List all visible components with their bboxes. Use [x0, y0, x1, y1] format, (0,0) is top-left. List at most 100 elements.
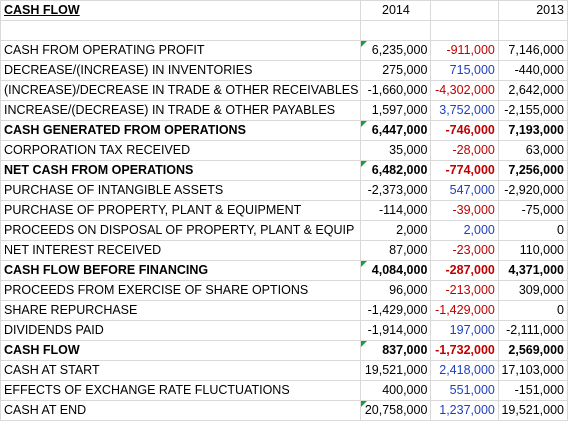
value-2013-cell[interactable]: 7,193,000	[497, 120, 568, 141]
empty-header-cell[interactable]	[430, 0, 499, 21]
row-label[interactable]: PURCHASE OF PROPERTY, PLANT & EQUIPMENT	[0, 200, 362, 221]
value-2014-cell[interactable]: 20,758,000	[360, 400, 432, 421]
row-label[interactable]: CASH AT END	[0, 400, 362, 421]
difference-cell[interactable]: 1,237,000	[430, 400, 499, 421]
table-row: DIVIDENDS PAID -1,914,000 197,000 -2,111,00…	[0, 320, 568, 341]
row-label[interactable]: NET CASH FROM OPERATIONS	[0, 160, 362, 181]
row-label[interactable]: CASH AT START	[0, 360, 362, 381]
value-2014-cell[interactable]: 400,000	[360, 380, 432, 401]
table-row: (INCREASE)/DECREASE IN TRADE & OTHER REC…	[0, 80, 568, 101]
row-label[interactable]: DECREASE/(INCREASE) IN INVENTORIES	[0, 60, 362, 81]
value-2013-cell[interactable]: 7,256,000	[497, 160, 568, 181]
value-2014-cell[interactable]: 2,000	[360, 220, 432, 241]
row-label[interactable]: PROCEEDS FROM EXERCISE OF SHARE OPTIONS	[0, 280, 362, 301]
value-2013-cell[interactable]: 2,569,000	[497, 340, 568, 361]
value-2013-cell[interactable]: 17,103,000	[497, 360, 568, 381]
row-label[interactable]: CASH FLOW	[0, 340, 362, 361]
value-2014-cell[interactable]: 275,000	[360, 60, 432, 81]
value-2013-cell[interactable]: 0	[497, 220, 568, 241]
value-2013-cell[interactable]: -2,111,000	[497, 320, 568, 341]
difference-cell[interactable]: -1,732,000	[430, 340, 499, 361]
difference-cell[interactable]: -39,000	[430, 200, 499, 221]
difference-cell[interactable]: 551,000	[430, 380, 499, 401]
empty-cell[interactable]	[430, 20, 499, 41]
difference-cell[interactable]: -1,429,000	[430, 300, 499, 321]
row-label[interactable]: CORPORATION TAX RECEIVED	[0, 140, 362, 161]
value-2014-cell[interactable]: -114,000	[360, 200, 432, 221]
year-2013-header[interactable]: 2013	[497, 0, 568, 21]
difference-cell[interactable]: 715,000	[430, 60, 499, 81]
table-row: NET INTEREST RECEIVED 87,000 -23,000 110,00…	[0, 240, 568, 261]
empty-cell[interactable]	[497, 20, 568, 41]
value-2014-cell[interactable]: 6,447,000	[360, 120, 432, 141]
difference-cell[interactable]: -23,000	[430, 240, 499, 261]
value-2013-cell[interactable]: 7,146,000	[497, 40, 568, 61]
value-2014-cell[interactable]: 87,000	[360, 240, 432, 261]
difference-cell[interactable]: -911,000	[430, 40, 499, 61]
difference-cell[interactable]: -213,000	[430, 280, 499, 301]
difference-cell[interactable]: 547,000	[430, 180, 499, 201]
value-2014-cell[interactable]: 35,000	[360, 140, 432, 161]
difference-cell[interactable]: -774,000	[430, 160, 499, 181]
empty-cell[interactable]	[360, 20, 432, 41]
value-2014-cell[interactable]: 4,084,000	[360, 260, 432, 281]
value-2014-cell-text: 4,084,000	[371, 263, 428, 277]
value-2014-cell[interactable]: 6,235,000	[360, 40, 432, 61]
value-2013-cell[interactable]: -75,000	[497, 200, 568, 221]
year-2014-header[interactable]: 2014	[360, 0, 432, 21]
value-2014-cell[interactable]: -1,429,000	[360, 300, 432, 321]
value-2014-cell[interactable]: 6,482,000	[360, 160, 432, 181]
value-2013-cell[interactable]: 110,000	[497, 240, 568, 261]
table-row: INCREASE/(DECREASE) IN TRADE & OTHER PAY…	[0, 100, 568, 121]
row-label[interactable]: PURCHASE OF INTANGIBLE ASSETS	[0, 180, 362, 201]
value-2014-cell-text: 400,000	[382, 383, 428, 397]
row-label[interactable]: (INCREASE)/DECREASE IN TRADE & OTHER REC…	[0, 80, 362, 101]
difference-cell[interactable]: 197,000	[430, 320, 499, 341]
table-row: CASH AT END 20,758,000 1,237,000 19,521,000	[0, 400, 568, 421]
value-2013-cell[interactable]: 19,521,000	[497, 400, 568, 421]
value-2014-cell[interactable]: 96,000	[360, 280, 432, 301]
row-label[interactable]: PROCEEDS ON DISPOSAL OF PROPERTY, PLANT …	[0, 220, 362, 241]
row-label[interactable]: CASH FROM OPERATING PROFIT	[0, 40, 362, 61]
value-2014-cell[interactable]: -2,373,000	[360, 180, 432, 201]
difference-cell[interactable]: 2,418,000	[430, 360, 499, 381]
difference-cell-text: 197,000	[449, 323, 495, 337]
row-label[interactable]: CASH FLOW BEFORE FINANCING	[0, 260, 362, 281]
difference-cell[interactable]: -28,000	[430, 140, 499, 161]
sheet-title[interactable]: CASH FLOW	[0, 0, 362, 21]
row-label[interactable]: DIVIDENDS PAID	[0, 320, 362, 341]
row-label-text: (INCREASE)/DECREASE IN TRADE & OTHER REC…	[4, 83, 359, 97]
header-row: CASH FLOW 2014 2013	[0, 0, 568, 21]
table-row: SHARE REPURCHASE -1,429,000 -1,429,000 0	[0, 300, 568, 321]
empty-cell[interactable]	[0, 20, 362, 41]
value-2014-cell[interactable]: 837,000	[360, 340, 432, 361]
value-2013-cell[interactable]: -2,920,000	[497, 180, 568, 201]
row-label[interactable]: CASH GENERATED FROM OPERATIONS	[0, 120, 362, 141]
value-2014-cell[interactable]: -1,914,000	[360, 320, 432, 341]
row-label-text: CASH GENERATED FROM OPERATIONS	[4, 123, 246, 137]
value-2013-cell[interactable]: 4,371,000	[497, 260, 568, 281]
difference-cell[interactable]: -4,302,000	[430, 80, 499, 101]
difference-cell[interactable]: 3,752,000	[430, 100, 499, 121]
value-2013-cell[interactable]: 2,642,000	[497, 80, 568, 101]
value-2013-cell[interactable]: -151,000	[497, 380, 568, 401]
row-label[interactable]: EFFECTS OF EXCHANGE RATE FLUCTUATIONS	[0, 380, 362, 401]
comment-indicator-icon	[361, 161, 368, 167]
difference-cell-text: -1,732,000	[435, 343, 495, 357]
value-2013-cell[interactable]: -440,000	[497, 60, 568, 81]
value-2014-cell[interactable]: 19,521,000	[360, 360, 432, 381]
value-2013-cell[interactable]: 63,000	[497, 140, 568, 161]
comment-indicator-icon	[361, 341, 368, 347]
value-2013-cell[interactable]: -2,155,000	[497, 100, 568, 121]
row-label[interactable]: INCREASE/(DECREASE) IN TRADE & OTHER PAY…	[0, 100, 362, 121]
value-2014-cell[interactable]: -1,660,000	[360, 80, 432, 101]
difference-cell-text: 3,752,000	[439, 103, 495, 117]
difference-cell[interactable]: -287,000	[430, 260, 499, 281]
row-label[interactable]: NET INTEREST RECEIVED	[0, 240, 362, 261]
value-2013-cell[interactable]: 0	[497, 300, 568, 321]
value-2014-cell[interactable]: 1,597,000	[360, 100, 432, 121]
value-2013-cell[interactable]: 309,000	[497, 280, 568, 301]
difference-cell[interactable]: -746,000	[430, 120, 499, 141]
row-label[interactable]: SHARE REPURCHASE	[0, 300, 362, 321]
difference-cell[interactable]: 2,000	[430, 220, 499, 241]
